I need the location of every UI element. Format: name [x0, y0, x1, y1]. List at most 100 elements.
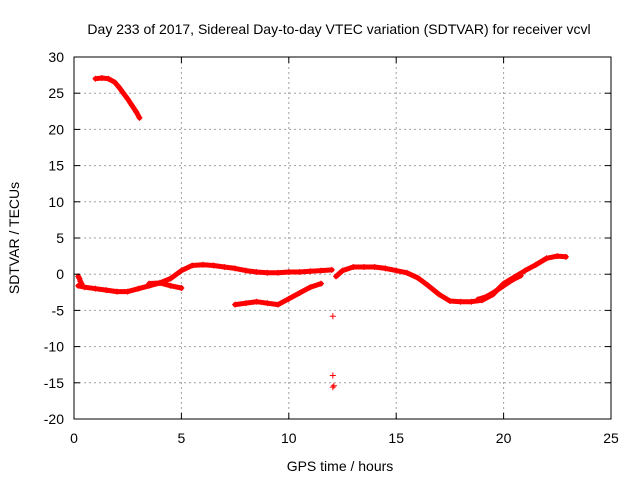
point-arc-main-1-11 — [189, 262, 196, 269]
y-tick-label-9: 25 — [48, 85, 64, 101]
point-arc-late-lower-3 — [500, 282, 507, 289]
point-arc-early-8 — [133, 109, 140, 116]
x-tick-label-5: 25 — [603, 430, 619, 446]
x-tick-label-2: 10 — [281, 430, 297, 446]
point-arc-main-1-9 — [167, 275, 174, 282]
point-arc-main-2-11 — [446, 297, 453, 304]
point-arc-early-0 — [92, 75, 99, 82]
point-arc-main-2-5 — [382, 265, 389, 272]
series-arc-mid — [146, 279, 185, 291]
trace-arc-dip-start — [75, 273, 84, 287]
grid-lines — [74, 57, 611, 419]
point-arc-main-2-18 — [522, 267, 529, 274]
point-arc-main-2-20 — [543, 255, 550, 262]
point-arc-early-6 — [124, 95, 131, 102]
data-series — [75, 74, 569, 391]
point-arc-main-1-23 — [318, 267, 325, 274]
point-arc-main-1-10 — [178, 267, 185, 274]
point-arc-late-lower-2 — [492, 288, 499, 295]
outlier-point-2 — [329, 384, 336, 391]
point-arc-mid-2 — [167, 282, 174, 289]
point-arc-dip-start-3 — [78, 280, 85, 287]
series-arc-early — [92, 74, 143, 121]
point-arc-early-4 — [116, 84, 123, 91]
point-arc-lower-2 — [253, 298, 260, 305]
outlier-point-1 — [329, 372, 336, 379]
point-arc-main-1-2 — [92, 285, 99, 292]
point-arc-lower-1 — [242, 300, 249, 307]
point-arc-main-2-7 — [403, 269, 410, 276]
point-arc-main-1-1 — [81, 284, 88, 291]
point-arc-lower-3 — [264, 300, 271, 307]
point-arc-early-3 — [111, 79, 118, 86]
trace-arc-early — [93, 75, 142, 121]
trace-arc-mid — [146, 280, 184, 291]
y-tick-label-0: -20 — [44, 411, 64, 427]
point-arc-early-9 — [136, 114, 143, 121]
series-arc-main-1 — [75, 261, 335, 295]
point-arc-main-2-4 — [371, 263, 378, 270]
y-tick-label-1: -15 — [44, 375, 64, 391]
series-arc-lower — [232, 280, 325, 308]
point-arc-main-1-12 — [199, 261, 206, 268]
point-arc-main-1-22 — [307, 268, 314, 275]
y-tick-label-7: 15 — [48, 158, 64, 174]
point-arc-main-2-9 — [425, 282, 432, 289]
point-arc-main-2-21 — [554, 253, 561, 260]
point-arc-main-2-1 — [339, 267, 346, 274]
point-arc-lower-4 — [275, 301, 282, 308]
point-arc-main-2-2 — [350, 263, 357, 270]
point-arc-main-1-16 — [242, 267, 249, 274]
x-tick-label-1: 5 — [178, 430, 186, 446]
x-axis-label: GPS time / hours — [287, 458, 394, 474]
point-arc-lower-0 — [232, 301, 239, 308]
point-arc-late-lower-4 — [509, 276, 516, 283]
y-tick-label-2: -10 — [44, 339, 64, 355]
y-tick-label-3: -5 — [52, 302, 65, 318]
y-tick-label-5: 5 — [56, 230, 64, 246]
axis-ticks: 0 5 10 15 20 25 -20 -15 -10 -5 0 5 10 15 20 25 30 — [44, 49, 619, 446]
y-tick-label-8: 20 — [48, 121, 64, 137]
y-tick-label-4: 0 — [56, 266, 64, 282]
y-tick-label-10: 30 — [48, 49, 64, 65]
point-arc-dip-start-1 — [76, 275, 83, 282]
trace-arc-main-1 — [75, 262, 335, 295]
point-arc-main-1-5 — [124, 288, 131, 295]
point-arc-main-2-6 — [393, 267, 400, 274]
x-tick-label-4: 20 — [496, 430, 512, 446]
point-arc-main-2-8 — [414, 274, 421, 281]
series-arc-main-2 — [333, 253, 569, 305]
point-arc-main-1-4 — [113, 288, 120, 295]
outlier-point-0 — [329, 313, 336, 320]
point-arc-early-5 — [120, 90, 127, 97]
point-arc-main-1-17 — [253, 269, 260, 276]
point-arc-main-2-10 — [436, 291, 443, 298]
point-arc-main-1-6 — [135, 285, 142, 292]
point-arc-lower-5 — [285, 295, 292, 302]
series-outliers — [329, 313, 337, 391]
point-arc-main-1-21 — [296, 269, 303, 276]
trace-arc-main-2 — [333, 253, 569, 305]
point-arc-early-1 — [98, 74, 105, 81]
point-arc-main-1-3 — [103, 287, 110, 294]
point-arc-late-lower-5 — [517, 272, 524, 279]
point-arc-main-2-13 — [468, 298, 475, 305]
outlier-point-3 — [330, 382, 337, 389]
point-arc-early-7 — [128, 102, 135, 109]
x-tick-label-3: 15 — [388, 430, 404, 446]
point-arc-main-2-19 — [532, 261, 539, 268]
point-arc-main-1-20 — [285, 269, 292, 276]
point-arc-lower-7 — [307, 284, 314, 291]
point-arc-late-lower-1 — [483, 293, 490, 300]
point-arc-main-1-13 — [210, 262, 217, 269]
point-arc-lower-6 — [296, 290, 303, 297]
point-arc-main-1-19 — [275, 269, 282, 276]
point-arc-main-1-18 — [264, 269, 271, 276]
y-axis-label: SDTVAR / TECUs — [6, 182, 22, 294]
y-tick-label-6: 10 — [48, 194, 64, 210]
point-arc-main-2-0 — [333, 273, 340, 280]
point-arc-main-2-3 — [360, 263, 367, 270]
trace-arc-late-lower — [475, 273, 524, 302]
x-tick-label-0: 0 — [70, 430, 78, 446]
